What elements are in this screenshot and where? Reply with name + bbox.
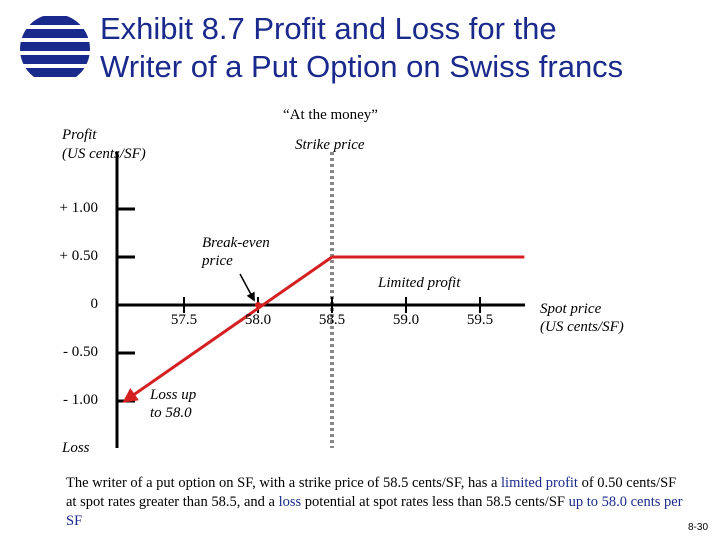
y-tick-label: + 1.00 — [59, 200, 98, 216]
x-axis-label-line-2: (US cents/SF) — [540, 319, 624, 335]
caption: The writer of a put option on SF, with a… — [66, 474, 686, 531]
loss-up-to-label-line-2: to 58.0 — [150, 405, 192, 421]
break-even-label-line-2: price — [202, 253, 233, 269]
globe-stripes-icon — [20, 16, 90, 77]
page-title: Exhibit 8.7 Profit and Loss for the Writ… — [100, 10, 700, 86]
y-tick-label: 0 — [90, 296, 99, 312]
loss-up-to-label-line-1: Loss up — [150, 387, 197, 403]
caption-highlight-up-to: up to 58.0 cents per SF — [66, 494, 683, 529]
caption-part-2: of 0.50 cents/SF at spot rates greater t… — [66, 475, 677, 510]
y-axis-label-line-1: Profit — [62, 127, 97, 143]
x-tick-label: 58.0 — [244, 312, 272, 328]
y-tick-label: + 0.50 — [59, 248, 98, 264]
y-tick-label: - 0.50 — [63, 344, 98, 360]
break-even-point — [255, 302, 261, 308]
x-axis-label-line-1: Spot price — [540, 301, 602, 317]
x-tick-label: 57.5 — [170, 312, 198, 328]
y-axis-label-line-2: (US cents/SF) — [62, 146, 146, 162]
strike-price-label: Strike price — [295, 137, 365, 153]
title-line-2: Writer of a Put Option on Swiss francs — [100, 49, 624, 84]
caption-highlight-limited-profit: limited profit — [501, 475, 578, 491]
payoff-line-loss-segment — [122, 255, 333, 403]
break-even-pointer — [239, 273, 255, 302]
page-number: 8-30 — [688, 522, 709, 533]
caption-highlight-loss: loss — [278, 494, 302, 510]
break-even-label: Break-even price — [202, 234, 270, 270]
x-tick-label: 59.0 — [392, 312, 420, 328]
y-axis-label: Profit (US cents/SF) — [62, 126, 146, 164]
caption-part-3: potential at spot rates less than 58.5 c… — [301, 494, 569, 510]
break-even-label-line-1: Break-even — [202, 235, 270, 251]
loss-axis-label: Loss — [62, 440, 90, 456]
caption-part-1: The writer of a put option on SF, with a… — [66, 475, 502, 491]
limited-profit-label: Limited profit — [378, 275, 461, 291]
at-the-money-label: “At the money” — [283, 107, 378, 123]
x-tick-label: 59.5 — [466, 312, 494, 328]
loss-up-to-label: Loss up to 58.0 — [150, 386, 196, 422]
x-axis-label: Spot price (US cents/SF) — [540, 300, 624, 336]
y-tick-label: - 1.00 — [63, 392, 98, 408]
x-tick-label: 58.5 — [318, 312, 346, 328]
title-line-1: Exhibit 8.7 Profit and Loss for the — [100, 11, 557, 46]
